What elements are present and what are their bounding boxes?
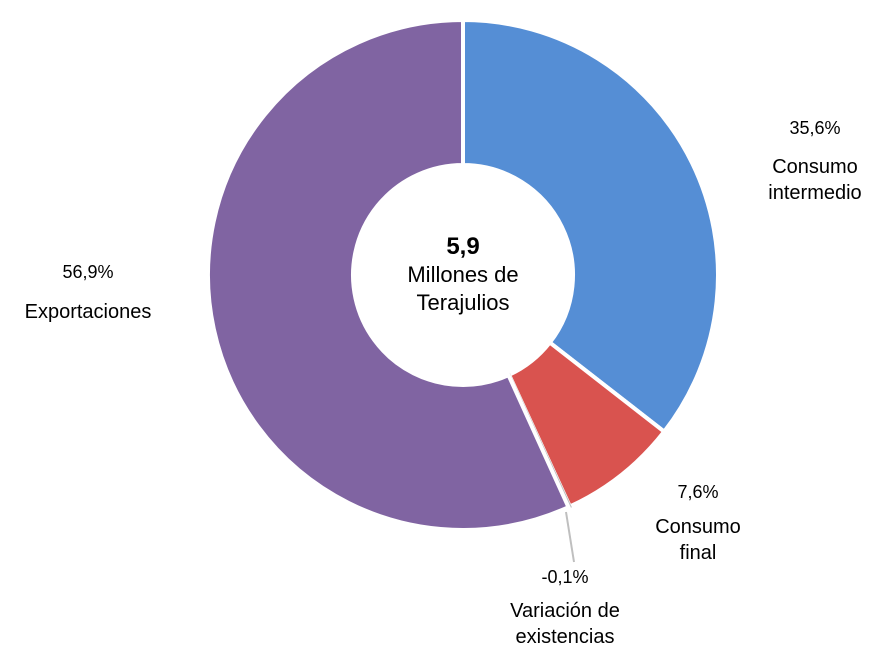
value-label: 35,6% (789, 118, 841, 138)
value-label: 56,9% (62, 262, 114, 282)
donut-slice (206, 17, 572, 532)
category-label: Consumo intermedio (768, 156, 862, 204)
category-label: Consumo final (655, 516, 741, 564)
center-text: 5,9 Millones de Terajulios (398, 233, 528, 317)
category-label: Exportaciones (24, 301, 152, 323)
value-label: 7,6% (677, 482, 719, 502)
donut-slice (461, 17, 720, 435)
center-label: Millones de Terajulios (407, 262, 519, 315)
category-label: Variación de existencias (510, 600, 620, 648)
value-label: -0,1% (541, 567, 589, 587)
leader-line (565, 511, 575, 563)
center-value: 5,9 (446, 233, 480, 260)
